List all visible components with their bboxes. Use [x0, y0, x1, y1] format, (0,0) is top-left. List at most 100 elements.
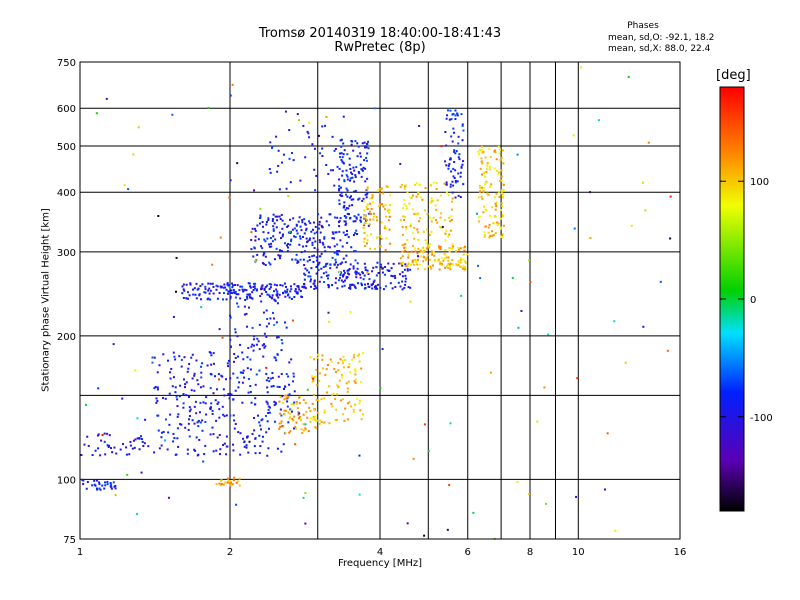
phase-point [451, 243, 454, 246]
phase-point [477, 153, 480, 156]
phase-point [273, 222, 276, 225]
phase-point [272, 385, 275, 388]
phase-point [341, 160, 344, 163]
phase-point [284, 409, 287, 412]
phase-point [158, 364, 161, 367]
phase-point [254, 452, 257, 455]
phase-point [366, 186, 369, 189]
phase-point [303, 272, 306, 275]
phase-point [361, 413, 364, 416]
phase-point [193, 287, 196, 290]
phase-point [291, 228, 294, 231]
phase-point [137, 126, 140, 129]
x-tick-label: 2 [227, 547, 233, 558]
phase-point [403, 246, 406, 249]
phase-point [409, 196, 412, 199]
phase-point [225, 445, 228, 448]
phase-point [276, 219, 279, 222]
phase-point [362, 166, 365, 169]
phase-point [252, 338, 255, 341]
phase-point [239, 371, 242, 374]
x-tick-label: 16 [674, 547, 687, 558]
phase-point [201, 283, 204, 286]
phase-point [169, 377, 172, 380]
phase-point [329, 169, 332, 172]
phase-point [296, 291, 299, 294]
phase-point [359, 276, 362, 279]
phase-point [344, 407, 347, 410]
phase-point [262, 252, 265, 255]
phase-point [321, 367, 324, 370]
phase-point [495, 192, 498, 195]
phase-point [298, 396, 301, 399]
phase-point [293, 283, 296, 286]
phase-point [283, 242, 286, 245]
phase-point [234, 331, 237, 334]
phase-point [315, 231, 318, 234]
phase-point [261, 344, 264, 347]
phase-point [346, 387, 349, 390]
phase-point [448, 233, 451, 236]
phase-point [401, 255, 404, 258]
phase-point [365, 193, 368, 196]
phase-point [229, 316, 232, 319]
phase-point [295, 224, 298, 227]
phase-point [353, 215, 356, 218]
phase-point [338, 187, 341, 190]
phase-point [337, 369, 340, 372]
phase-point [232, 449, 235, 452]
phase-point [340, 271, 343, 274]
phase-point [355, 276, 358, 279]
y-tick-label: 300 [57, 248, 76, 259]
phase-point [572, 134, 575, 137]
phase-point [423, 534, 426, 537]
phase-point [184, 383, 187, 386]
phase-point [106, 483, 109, 486]
phase-point [404, 226, 407, 229]
phase-point [204, 291, 207, 294]
phase-point [176, 427, 179, 430]
phase-point [349, 179, 352, 182]
phase-point [290, 358, 293, 361]
phase-point [237, 386, 240, 389]
phase-point [317, 269, 320, 272]
phase-point [363, 226, 366, 229]
phase-point [359, 219, 362, 222]
phase-point [327, 274, 330, 277]
phase-point [458, 153, 461, 156]
phase-point [217, 373, 220, 376]
phase-point [279, 218, 282, 221]
phase-point [251, 227, 254, 230]
phase-point [204, 420, 207, 423]
phase-point [313, 358, 316, 361]
phase-point [212, 285, 215, 288]
phase-point [179, 423, 182, 426]
phase-point [265, 372, 268, 375]
phase-point [373, 279, 376, 282]
phase-point [341, 174, 344, 177]
phase-point [251, 326, 254, 329]
phase-point [294, 258, 297, 261]
phase-point [254, 282, 257, 285]
phase-point [496, 169, 499, 172]
phase-point [349, 371, 352, 374]
phase-point [99, 454, 102, 457]
phase-point [185, 381, 188, 384]
phase-point [366, 269, 369, 272]
phase-point [156, 388, 159, 391]
phase-point [253, 227, 256, 230]
phase-point [384, 225, 387, 228]
phase-point [386, 269, 389, 272]
phase-point [501, 234, 504, 237]
phase-point [365, 156, 368, 159]
phase-point [218, 408, 221, 411]
phase-point [390, 267, 393, 270]
phase-point [483, 235, 486, 238]
phase-point [428, 246, 431, 249]
phase-point [289, 243, 292, 246]
phase-point [380, 237, 383, 240]
phase-point [460, 166, 463, 169]
phase-point [354, 220, 357, 223]
phase-point [446, 264, 449, 267]
phase-point [281, 342, 284, 345]
